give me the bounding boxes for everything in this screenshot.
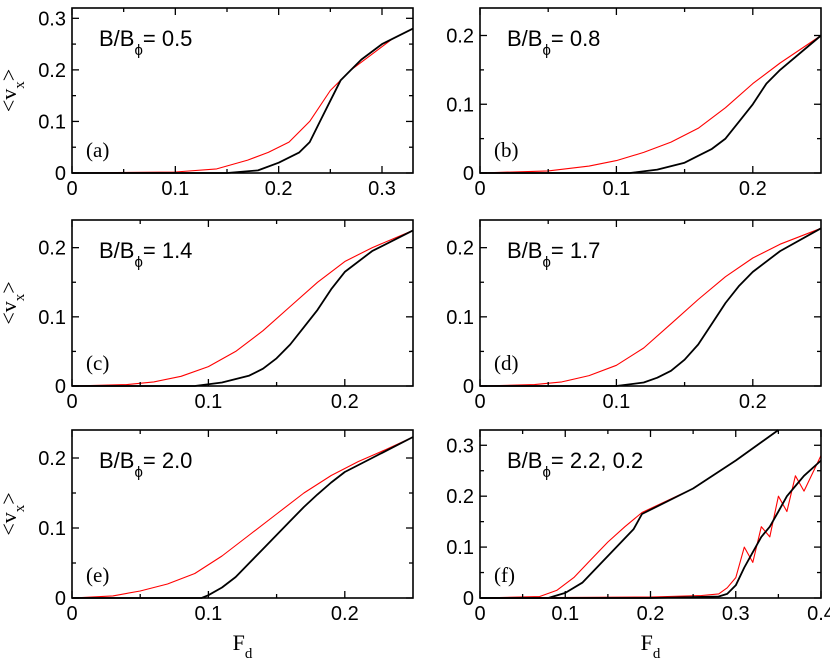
y-tick-label: 0.3 (446, 435, 474, 457)
x-tick-label: 0.2 (331, 603, 359, 625)
field-ratio-annotation: B/Bϕ= 2.2, 0.2 (507, 448, 643, 481)
series-line (71, 28, 414, 174)
axes-frame (479, 7, 822, 174)
y-axis-label: <vx> (0, 281, 28, 324)
axes-frame (71, 7, 414, 174)
panel-label: (f) (494, 563, 515, 587)
series-line (479, 227, 822, 387)
y-tick-label: 0.1 (38, 307, 66, 329)
x-tick-label: 0 (66, 603, 77, 625)
panel-label: (d) (494, 351, 519, 375)
field-ratio-annotation: B/Bϕ= 1.4 (99, 238, 192, 271)
panel-b: 0 0.1 0.2 0 0.1 0.2 B/Bϕ= 0.8 (b) (446, 7, 822, 200)
x-tick-label: 0.1 (602, 178, 630, 200)
x-tick-label: 0 (66, 178, 77, 200)
axes-frame (71, 429, 414, 599)
y-axis-label: <vx> (0, 69, 28, 112)
panel-c: 0 0.1 0.2 0 0.1 0.2 B/Bϕ= 1.4 (c) <vx> (0, 219, 414, 413)
series-line (72, 27, 414, 174)
y-tick-label: 0.2 (446, 26, 474, 48)
field-ratio-annotation: B/Bϕ= 2.0 (99, 448, 192, 481)
x-tick-label: 0.3 (722, 603, 750, 625)
x-tick-label: 0.1 (161, 178, 189, 200)
field-ratio-annotation: B/Bϕ= 1.7 (507, 238, 600, 271)
y-tick-label: 0.2 (38, 448, 66, 470)
series-line (480, 459, 822, 599)
series-line (480, 34, 822, 174)
series-line (71, 436, 414, 599)
y-axis-label: <vx> (0, 492, 28, 535)
field-ratio-annotation: B/Bϕ= 0.5 (99, 26, 192, 59)
y-tick-label: 0 (55, 588, 66, 610)
x-axis-label: Fd (233, 630, 253, 662)
x-tick-label: 0 (474, 178, 485, 200)
x-tick-label: 0.4 (807, 603, 830, 625)
field-ratio-annotation: B/Bϕ= 0.8 (507, 26, 600, 59)
series-line (479, 455, 822, 599)
y-tick-label: 0.1 (446, 94, 474, 116)
panel-f: 0 0.1 0.2 0.3 0.4 0 0.1 0.2 0.3 B/Bϕ= 2.2, 0.2 (f)… (446, 429, 830, 662)
x-tick-label: 0.3 (368, 178, 396, 200)
panel-label: (c) (86, 351, 109, 375)
panel-label: (b) (494, 138, 519, 162)
series-line (71, 229, 414, 387)
y-tick-label: 0 (463, 588, 474, 610)
x-tick-label: 0.1 (551, 603, 579, 625)
axes-frame (71, 219, 414, 387)
series-line (72, 436, 414, 599)
x-tick-label: 0.1 (602, 391, 630, 413)
y-tick-label: 0.2 (446, 486, 474, 508)
y-tick-label: 0.3 (38, 8, 66, 30)
series-line (480, 429, 779, 599)
y-tick-label: 0 (463, 163, 474, 185)
y-tick-label: 0 (55, 163, 66, 185)
y-tick-label: 0.1 (446, 537, 474, 559)
x-tick-label: 0.1 (194, 603, 222, 625)
panel-label: (e) (86, 563, 109, 587)
y-tick-label: 0.1 (446, 307, 474, 329)
x-tick-label: 0 (66, 391, 77, 413)
y-tick-label: 0.1 (38, 111, 66, 133)
y-tick-label: 0.1 (38, 518, 66, 540)
x-tick-label: 0.2 (739, 391, 767, 413)
y-tick-label: 0 (55, 376, 66, 398)
x-tick-label: 0 (474, 603, 485, 625)
panel-e: 0 0.1 0.2 0 0.1 0.2 B/Bϕ= 2.0 (e) <vx> Fd (0, 429, 414, 662)
panel-a: 0 0.1 0.2 0.3 0 0.1 0.2 0.3 B/Bϕ= 0.5 (a) <vx> (0, 7, 414, 200)
x-axis-label: Fd (641, 630, 661, 662)
x-tick-label: 0.1 (194, 391, 222, 413)
series-line (72, 229, 414, 387)
x-tick-label: 0.2 (265, 178, 293, 200)
y-tick-label: 0.2 (446, 238, 474, 260)
x-tick-label: 0.2 (739, 178, 767, 200)
x-tick-label: 0.2 (637, 603, 665, 625)
panel-label: (a) (86, 138, 109, 162)
series-line (480, 227, 822, 387)
x-tick-label: 0.2 (331, 391, 359, 413)
panel-d: 0 0.1 0.2 0 0.1 0.2 B/Bϕ= 1.7 (d) (446, 219, 822, 413)
y-tick-label: 0.2 (38, 60, 66, 82)
axes-frame (479, 219, 822, 387)
y-tick-label: 0.2 (38, 238, 66, 260)
series-line (479, 35, 822, 174)
y-tick-label: 0 (463, 376, 474, 398)
x-tick-label: 0 (474, 391, 485, 413)
